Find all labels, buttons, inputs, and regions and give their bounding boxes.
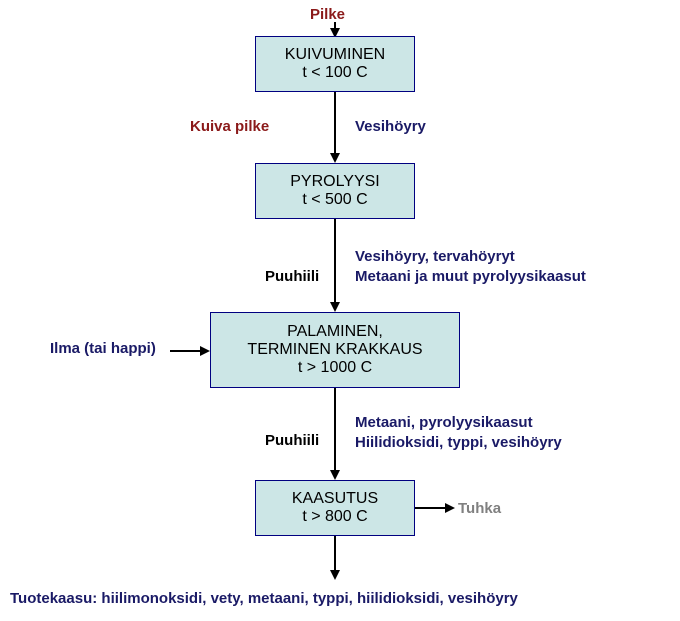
node-kuivuminen-title: KUIVUMINEN <box>285 46 385 64</box>
arrow-pyrolyysi-palaminen <box>334 219 336 304</box>
node-palaminen-title2: TERMINEN KRAKKAUS <box>247 341 422 359</box>
arrow-tuhka <box>415 507 447 509</box>
arrow-kaasutus-out <box>334 536 336 572</box>
node-palaminen: PALAMINEN, TERMINEN KRAKKAUS t > 1000 C <box>210 312 460 388</box>
arrow-kuivuminen-pyrolyysi <box>334 92 336 155</box>
node-pyrolyysi-title: PYROLYYSI <box>290 173 380 191</box>
vesihoyry1-label: Vesihöyry <box>355 118 426 135</box>
pala-out2-label: Hiilidioksidi, typpi, vesihöyry <box>355 434 562 451</box>
arrowhead-pyrolyysi-palaminen <box>330 302 340 312</box>
puuhiili2-label: Puuhiili <box>265 432 319 449</box>
pyro-out1-label: Vesihöyry, tervahöyryt <box>355 248 515 265</box>
arrow-palaminen-kaasutus <box>334 388 336 472</box>
arrowhead-kuivuminen-pyrolyysi <box>330 153 340 163</box>
node-pyrolyysi-temp: t < 500 C <box>302 191 367 209</box>
node-kuivuminen-temp: t < 100 C <box>302 64 367 82</box>
node-kaasutus-title: KAASUTUS <box>292 490 378 508</box>
kuiva-pilke-label: Kuiva pilke <box>190 118 269 135</box>
node-pyrolyysi: PYROLYYSI t < 500 C <box>255 163 415 219</box>
pyro-out2-label: Metaani ja muut pyrolyysikaasut <box>355 268 586 285</box>
arrowhead-ilma <box>200 346 210 356</box>
node-kaasutus: KAASUTUS t > 800 C <box>255 480 415 536</box>
node-palaminen-temp: t > 1000 C <box>298 359 372 377</box>
arrowhead-tuhka <box>445 503 455 513</box>
ilma-label: Ilma (tai happi) <box>50 340 156 357</box>
tuotekaasu-label: Tuotekaasu: hiilimonoksidi, vety, metaan… <box>10 590 670 607</box>
input-pilke-label: Pilke <box>310 6 345 23</box>
pala-out1-label: Metaani, pyrolyysikaasut <box>355 414 533 431</box>
arrowhead-palaminen-kaasutus <box>330 470 340 480</box>
node-kaasutus-temp: t > 800 C <box>302 508 367 526</box>
arrowhead-kaasutus-out <box>330 570 340 580</box>
arrow-ilma <box>170 350 202 352</box>
node-kuivuminen: KUIVUMINEN t < 100 C <box>255 36 415 92</box>
node-palaminen-title1: PALAMINEN, <box>287 323 383 341</box>
tuhka-label: Tuhka <box>458 500 501 517</box>
puuhiili1-label: Puuhiili <box>265 268 319 285</box>
